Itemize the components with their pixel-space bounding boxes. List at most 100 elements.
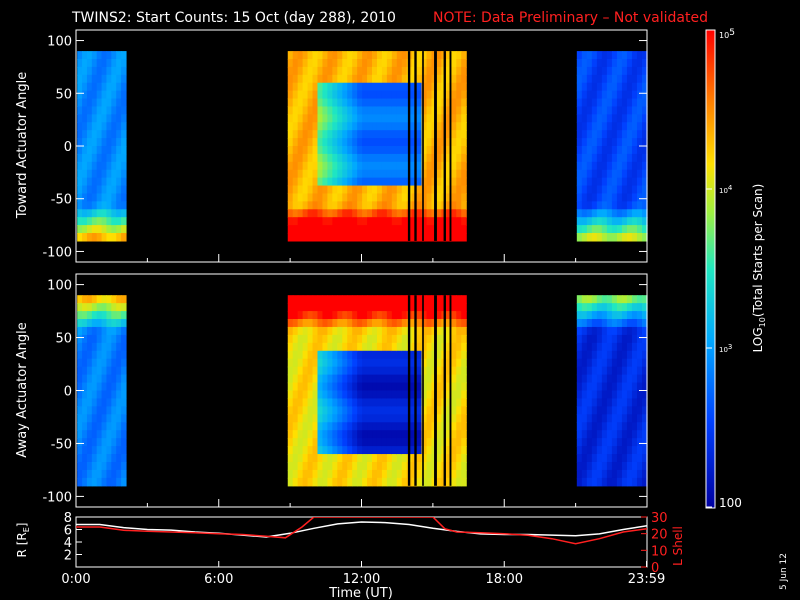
heatmap-cell xyxy=(626,358,633,368)
heatmap-cell xyxy=(96,390,103,400)
heatmap-cell xyxy=(456,74,462,84)
heatmap-cell xyxy=(347,446,353,455)
heatmap-cell xyxy=(421,454,428,463)
heatmap-cell xyxy=(446,98,452,108)
heatmap-cell xyxy=(606,390,613,400)
heatmap-cell xyxy=(337,295,343,304)
heatmap-cell xyxy=(631,209,638,218)
heatmap-cell xyxy=(287,446,294,455)
heatmap-cell xyxy=(436,66,443,76)
heatmap-cell xyxy=(446,201,452,210)
heatmap-cell xyxy=(456,461,462,471)
heatmap-cell xyxy=(416,358,423,368)
heatmap-cell xyxy=(621,334,628,344)
heatmap-cell xyxy=(456,477,462,487)
heatmap-cell xyxy=(576,334,583,344)
heatmap-cell xyxy=(287,233,294,242)
heatmap-cell xyxy=(616,146,623,155)
heatmap-cell xyxy=(611,461,618,471)
heatmap-cell xyxy=(307,193,314,202)
heatmap-cell xyxy=(347,414,353,423)
heatmap-cell xyxy=(82,59,88,68)
heatmap-cell xyxy=(307,217,314,226)
heatmap-cell xyxy=(611,326,618,336)
heatmap-cell xyxy=(101,82,108,92)
heatmap-cell xyxy=(337,98,343,108)
heatmap-cell xyxy=(322,295,328,304)
heatmap-cell xyxy=(307,114,314,123)
heatmap-cell xyxy=(606,185,613,195)
heatmap-cell xyxy=(581,311,588,320)
heatmap-cell xyxy=(596,90,603,100)
heatmap-cell xyxy=(347,74,353,84)
heatmap-cell xyxy=(581,169,588,179)
heatmap-cell xyxy=(116,446,122,455)
heatmap-cell xyxy=(347,303,353,312)
heatmap-cell xyxy=(337,461,343,471)
heatmap-cell xyxy=(302,161,309,171)
heatmap-cell xyxy=(591,185,598,195)
heatmap-cell xyxy=(616,422,623,431)
heatmap-cell xyxy=(77,153,83,163)
heatmap-cell xyxy=(367,295,373,304)
heatmap-cell xyxy=(621,209,628,218)
heatmap-cell xyxy=(312,66,319,76)
heatmap-cell xyxy=(591,114,598,123)
heatmap-cell xyxy=(376,454,383,463)
heatmap-cell xyxy=(302,51,309,60)
heatmap-cell xyxy=(77,430,83,439)
heatmap-cell xyxy=(287,366,294,376)
heatmap-cell xyxy=(446,374,452,384)
heatmap-cell xyxy=(342,350,348,360)
heatmap-cell xyxy=(91,469,98,479)
heatmap-cell xyxy=(591,422,598,431)
heatmap-cell xyxy=(101,233,108,242)
heatmap-cell xyxy=(86,382,93,392)
heatmap-cell xyxy=(581,406,588,415)
heatmap-cell xyxy=(416,438,423,447)
heatmap-cell xyxy=(591,122,598,131)
heatmap-cell xyxy=(297,122,304,131)
heatmap-cell xyxy=(626,326,633,336)
heatmap-cell xyxy=(601,430,608,439)
heatmap-cell xyxy=(357,114,363,123)
heatmap-cell xyxy=(591,209,598,218)
heatmap-cell xyxy=(372,303,378,312)
heatmap-cell xyxy=(86,446,93,455)
heatmap-cell xyxy=(362,217,368,226)
heatmap-cell xyxy=(416,319,423,328)
heatmap-cell xyxy=(576,90,583,100)
heatmap-cell xyxy=(317,422,324,431)
heatmap-cell xyxy=(342,82,348,92)
heatmap-cell xyxy=(332,366,338,376)
heatmap-cell xyxy=(82,454,88,463)
heatmap-cell xyxy=(461,217,467,226)
heatmap-cell xyxy=(82,414,88,423)
heatmap-cell xyxy=(421,295,428,304)
heatmap-cell xyxy=(111,98,117,108)
heatmap-cell xyxy=(591,390,598,400)
heatmap-cell xyxy=(426,295,433,304)
heatmap-cell xyxy=(426,398,433,407)
heatmap-cell xyxy=(446,106,452,115)
heatmap-cell xyxy=(386,398,393,407)
colorbar-tick-1e4: 104 xyxy=(719,184,733,195)
heatmap-cell xyxy=(386,319,393,328)
heatmap-cell xyxy=(322,82,328,92)
heatmap-cell xyxy=(446,446,452,455)
heatmap-cell xyxy=(606,358,613,368)
heatmap-cell xyxy=(621,74,628,84)
heatmap-cell xyxy=(461,169,467,179)
heatmap-cell xyxy=(292,161,299,171)
heatmap-cell xyxy=(96,185,103,195)
heatmap-cell xyxy=(456,177,462,187)
heatmap-cell xyxy=(101,319,108,328)
heatmap-cell xyxy=(347,201,353,210)
heatmap-cell xyxy=(96,138,103,147)
heatmap-cell xyxy=(381,153,388,163)
heatmap-cell xyxy=(586,454,593,463)
heatmap-cell xyxy=(426,90,433,100)
heatmap-cell xyxy=(611,130,618,139)
heatmap-cell xyxy=(586,295,593,304)
y-tick-label: 50 xyxy=(55,332,72,347)
